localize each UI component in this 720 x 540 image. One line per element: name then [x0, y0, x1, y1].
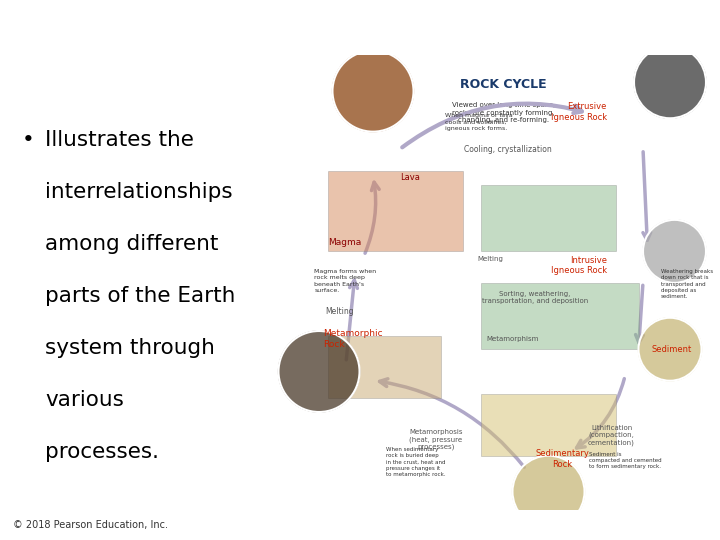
Text: Metamorphism: Metamorphism: [486, 336, 539, 342]
Text: Sediment is
compacted and cemented
to form sedimentary rock.: Sediment is compacted and cemented to fo…: [589, 451, 662, 469]
Bar: [481, 185, 616, 251]
Text: Weathering breaks
down rock that is
transported and
deposited as
sediment.: Weathering breaks down rock that is tran…: [661, 269, 713, 299]
Bar: [328, 171, 463, 251]
Text: When sedimentary
rock is buried deep
in the crust, heat and
pressure changes it
: When sedimentary rock is buried deep in …: [387, 447, 446, 477]
Text: ROCK CYCLE: ROCK CYCLE: [460, 78, 546, 91]
Text: Intrusive
Igneous Rock: Intrusive Igneous Rock: [551, 256, 607, 275]
Text: Lava: Lava: [400, 173, 420, 183]
Text: Sedimentary
Rock: Sedimentary Rock: [535, 449, 589, 469]
Circle shape: [333, 51, 413, 132]
Text: Melting: Melting: [477, 256, 503, 262]
Text: 1.7 Rocks and the Rock Cycle: 1.7 Rocks and the Rock Cycle: [13, 14, 472, 42]
Bar: [481, 394, 616, 456]
Text: •: •: [22, 130, 35, 150]
Text: Sorting, weathering,
transportation, and deposition: Sorting, weathering, transportation, and…: [482, 292, 588, 305]
Bar: [328, 336, 441, 398]
Text: Lithification
(compaction,
cementation): Lithification (compaction, cementation): [588, 425, 635, 446]
Text: Extrusive
Igneous Rock: Extrusive Igneous Rock: [551, 102, 607, 122]
Circle shape: [279, 331, 359, 412]
Circle shape: [513, 456, 585, 528]
Text: Metamorphic
Rock: Metamorphic Rock: [323, 329, 383, 349]
Text: Metamorphosis
(heat, pressure
processes): Metamorphosis (heat, pressure processes): [409, 429, 463, 450]
Text: Magma forms when
rock melts deep
beneath Earth's
surface.: Magma forms when rock melts deep beneath…: [315, 269, 377, 293]
Circle shape: [643, 220, 706, 283]
Text: When magma or lava
cools and solidifies,
igneous rock forms.: When magma or lava cools and solidifies,…: [445, 113, 513, 131]
Text: system through: system through: [45, 338, 215, 358]
Text: various: various: [45, 390, 124, 410]
Text: Melting: Melting: [325, 307, 354, 316]
Circle shape: [634, 46, 706, 118]
Text: © 2018 Pearson Education, Inc.: © 2018 Pearson Education, Inc.: [13, 520, 168, 530]
Bar: [481, 282, 639, 349]
Text: Sediment: Sediment: [652, 345, 692, 354]
Text: Magma: Magma: [328, 238, 361, 247]
Text: Illustrates the: Illustrates the: [45, 130, 194, 150]
Text: Viewed over long time spans,
rocks are constantly forming,
changing, and re-form: Viewed over long time spans, rocks are c…: [452, 102, 555, 123]
Text: interrelationships: interrelationships: [45, 182, 233, 202]
Circle shape: [639, 318, 701, 381]
Text: parts of the Earth: parts of the Earth: [45, 286, 235, 306]
Text: Cooling, crystallization: Cooling, crystallization: [464, 145, 552, 153]
Text: among different: among different: [45, 234, 218, 254]
Text: processes.: processes.: [45, 442, 159, 462]
